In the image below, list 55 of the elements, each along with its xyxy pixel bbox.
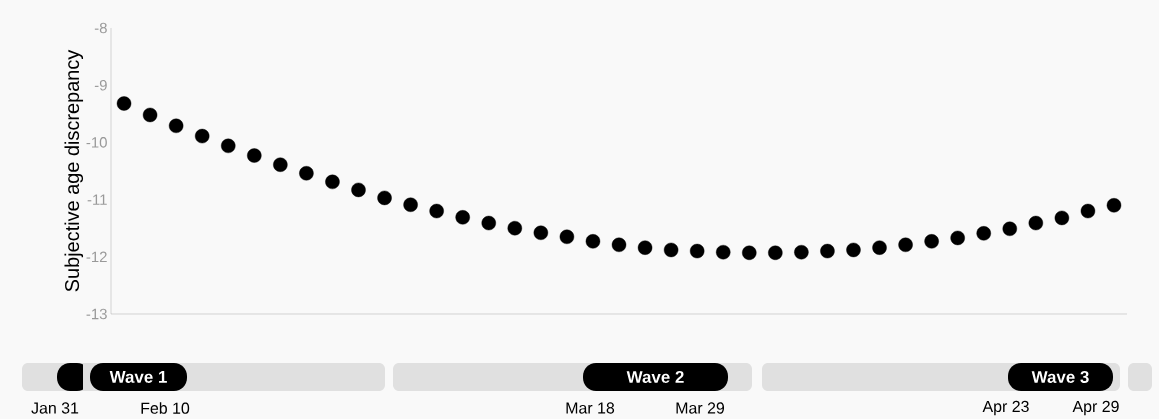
point <box>1080 203 1096 219</box>
y-tick-label: -12 <box>86 251 107 263</box>
y-tick-label: -10 <box>86 137 107 148</box>
text: Wave 3 <box>1031 370 1089 384</box>
point <box>299 166 314 181</box>
y-tick-label: -8 <box>94 22 107 34</box>
point <box>1028 215 1044 231</box>
point <box>325 174 340 190</box>
point <box>429 203 444 219</box>
text: Feb 10 <box>141 402 190 414</box>
point <box>637 240 653 255</box>
point <box>1054 210 1070 226</box>
point <box>585 234 601 249</box>
point <box>273 157 288 172</box>
point <box>351 182 366 198</box>
text: Mar 29 <box>676 402 725 414</box>
text: Apr 23 <box>982 400 1029 416</box>
text: Wave 2 <box>626 371 684 383</box>
y-axis-title: Subjective age discrepancy <box>64 49 84 292</box>
point <box>247 148 262 163</box>
point <box>194 128 210 144</box>
point <box>924 234 939 249</box>
point <box>455 210 470 225</box>
point <box>611 237 627 252</box>
point <box>794 245 809 260</box>
point <box>168 118 184 134</box>
point <box>507 221 523 236</box>
point <box>559 229 575 244</box>
text: Apr 29 <box>1072 400 1119 416</box>
point <box>1002 221 1017 236</box>
point <box>377 190 392 206</box>
point <box>142 107 158 123</box>
point <box>820 243 835 259</box>
point <box>742 245 757 260</box>
y-tick-label: -13 <box>86 308 107 320</box>
point <box>872 240 887 255</box>
point <box>846 242 861 258</box>
text: Wave 1 <box>109 371 167 383</box>
point <box>950 230 965 246</box>
point <box>1106 198 1122 213</box>
point <box>116 96 132 111</box>
point <box>533 225 549 240</box>
point <box>768 245 783 260</box>
point <box>481 215 496 231</box>
y-tick-label: -11 <box>87 194 107 205</box>
point <box>716 245 731 260</box>
point <box>898 237 913 252</box>
text: Mar 18 <box>566 402 615 414</box>
point <box>221 138 236 154</box>
y-tick-label: -9 <box>94 79 107 91</box>
point <box>403 197 418 212</box>
text: Jan 31 <box>31 402 79 414</box>
point <box>663 242 679 258</box>
point <box>976 226 991 241</box>
point <box>689 243 705 259</box>
